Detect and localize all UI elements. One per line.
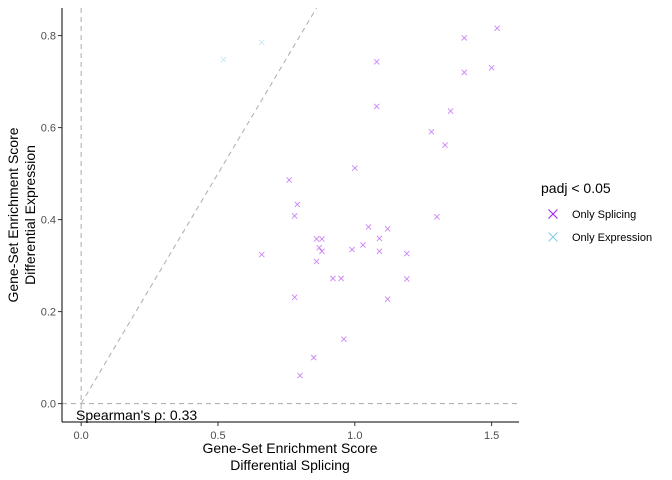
point-only-splicing <box>351 165 358 171</box>
y-tick-label: 0.8 <box>41 31 56 43</box>
point-only-expression <box>258 39 265 46</box>
point-only-splicing <box>297 372 303 379</box>
point-only-expression <box>220 56 227 63</box>
legend-keys <box>548 209 558 242</box>
point-only-splicing <box>316 244 323 251</box>
y-tick-label: 0.2 <box>41 307 56 319</box>
point-only-splicing <box>338 275 345 282</box>
point-only-splicing <box>488 64 495 71</box>
point-only-splicing <box>340 336 347 343</box>
point-only-splicing <box>376 248 383 255</box>
x-tick-label: 1.0 <box>347 430 362 442</box>
x-axis-title-line-2: Differential Splicing <box>230 457 350 473</box>
point-only-splicing <box>376 235 383 242</box>
point-only-splicing <box>286 177 293 183</box>
point-only-splicing <box>294 201 301 208</box>
point-only-splicing <box>313 236 320 242</box>
spearman-annotation: Spearman's ρ: 0.33 <box>76 407 197 423</box>
point-only-splicing <box>384 296 391 303</box>
point-only-splicing <box>428 128 435 135</box>
point-only-splicing <box>494 25 501 32</box>
axes <box>61 8 519 423</box>
point-only-splicing <box>403 250 410 257</box>
reference-line-diagonal <box>80 7 317 404</box>
legend-label-only-splicing: Only Splicing <box>572 209 636 221</box>
point-only-splicing <box>447 108 454 114</box>
y-tick-label: 0.6 <box>41 123 56 135</box>
y-axis-title-line-1: Gene-Set Enrichment Score <box>5 127 21 302</box>
legend-label-only-expression: Only Expression <box>572 232 652 244</box>
legend-key-only-splicing <box>548 209 558 219</box>
point-only-splicing <box>373 103 380 110</box>
point-only-splicing <box>384 225 391 232</box>
legend-title: padj < 0.05 <box>541 180 611 196</box>
point-only-splicing <box>373 58 380 65</box>
x-axis-ticks: 0.0 0.5 1.0 1.5 <box>74 422 499 442</box>
point-only-splicing <box>433 213 440 220</box>
y-axis-ticks: 0.0 0.2 0.4 0.6 0.8 <box>41 31 62 411</box>
y-tick-label: 0.4 <box>41 215 56 227</box>
point-only-splicing <box>313 258 320 265</box>
point-only-splicing <box>442 142 449 148</box>
x-tick-label: 0.5 <box>210 430 225 442</box>
point-only-splicing <box>319 236 325 242</box>
point-only-splicing <box>360 241 366 248</box>
point-only-splicing <box>329 275 336 282</box>
point-only-splicing <box>319 248 325 255</box>
point-only-splicing <box>310 354 317 361</box>
point-only-splicing <box>258 251 265 258</box>
point-only-splicing <box>349 246 355 253</box>
y-tick-label: 0.0 <box>41 399 56 411</box>
x-tick-label: 1.5 <box>484 430 499 442</box>
x-tick-label: 0.0 <box>74 430 89 442</box>
y-axis-title-line-2: Differential Expression <box>22 145 38 285</box>
point-only-splicing <box>403 276 410 282</box>
point-only-splicing <box>291 294 298 301</box>
point-only-splicing <box>461 34 468 41</box>
data-points <box>220 25 501 379</box>
legend: padj < 0.05 Only Splicing Only Expressio… <box>541 180 652 244</box>
point-only-splicing <box>291 213 298 219</box>
point-only-splicing <box>365 224 372 230</box>
reference-lines <box>62 7 519 422</box>
point-only-splicing <box>461 69 468 76</box>
x-axis-title-line-1: Gene-Set Enrichment Score <box>202 440 377 456</box>
legend-key-only-expression <box>548 232 558 242</box>
